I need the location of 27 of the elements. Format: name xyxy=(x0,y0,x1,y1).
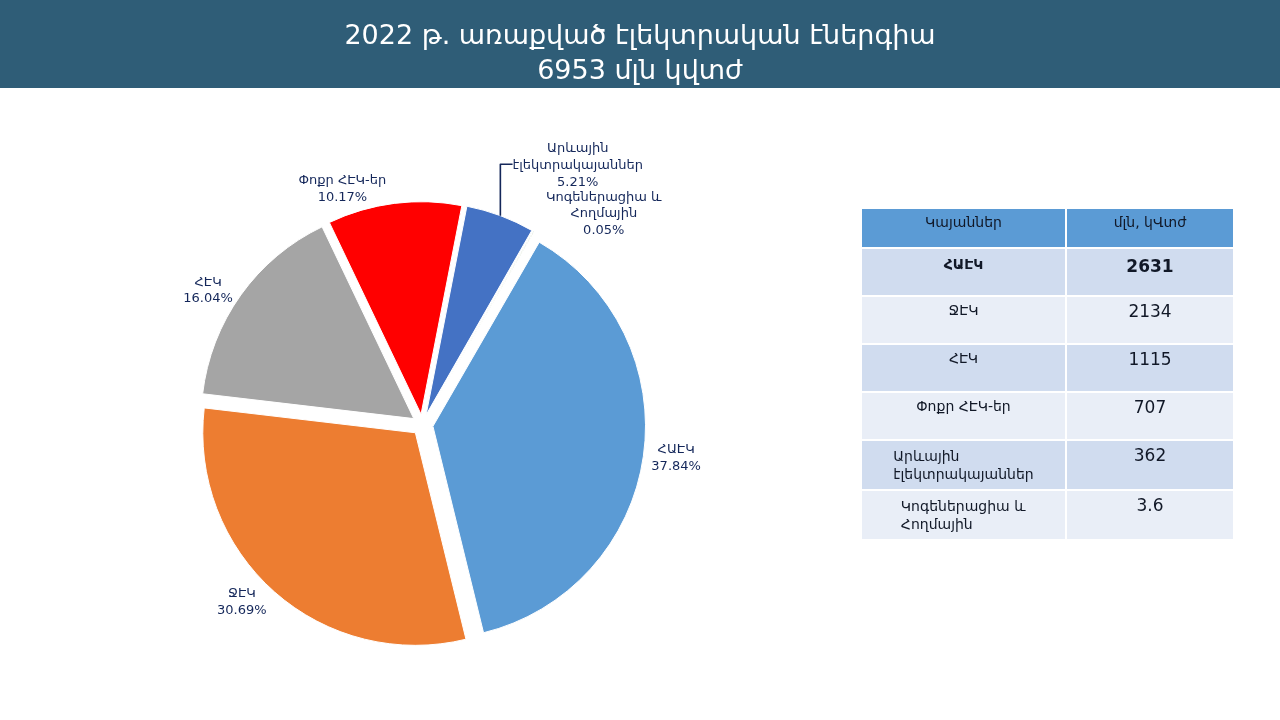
data-label: 362 xyxy=(1133,444,1167,465)
text: մլն, կՎտժ xyxy=(1113,213,1188,230)
data-label: 10.17% xyxy=(317,188,368,204)
data-label: 30.69% xyxy=(217,601,267,617)
category-label: Արևային էլեկտրակայաններ xyxy=(893,448,1034,483)
data-label: 2134 xyxy=(1128,300,1172,321)
data-label: 16.04% xyxy=(183,290,233,306)
category-label: ՀԷԿ xyxy=(948,349,979,366)
category-label: ՀԱԷԿ xyxy=(943,256,984,272)
data-label: 0.05% xyxy=(583,222,625,238)
text: Կայաններ xyxy=(925,213,1002,230)
data-label: 37.84% xyxy=(651,457,701,473)
category-label: Կոգեներացիա և Հողմային xyxy=(900,498,1027,533)
slice-label: Փոքր ՀԷԿ-եր xyxy=(298,171,387,187)
category-label: Փոքր ՀԷԿ-եր xyxy=(916,397,1011,414)
data-label: 1115 xyxy=(1128,348,1172,369)
category-label: ՋԷԿ xyxy=(948,301,979,318)
slice-label: ՀԱԷԿ xyxy=(657,440,695,456)
slice-label: Արևային էլեկտրակայաններ xyxy=(512,139,643,172)
data-label: 3.6 xyxy=(1136,494,1164,515)
chart-title: 2022 թ. առաքված էլեկտրական էներգիա 6953 մլն կվտժ xyxy=(344,19,936,86)
slice-label: ՀԷԿ xyxy=(194,273,222,289)
slice-label: ՋԷԿ xyxy=(227,585,256,601)
data-label: 2631 xyxy=(1126,256,1174,276)
slice-label: Կոգեներացիա և Հողմային xyxy=(545,188,663,221)
data-label: 5.21% xyxy=(557,173,599,189)
data-label: 707 xyxy=(1133,396,1167,417)
